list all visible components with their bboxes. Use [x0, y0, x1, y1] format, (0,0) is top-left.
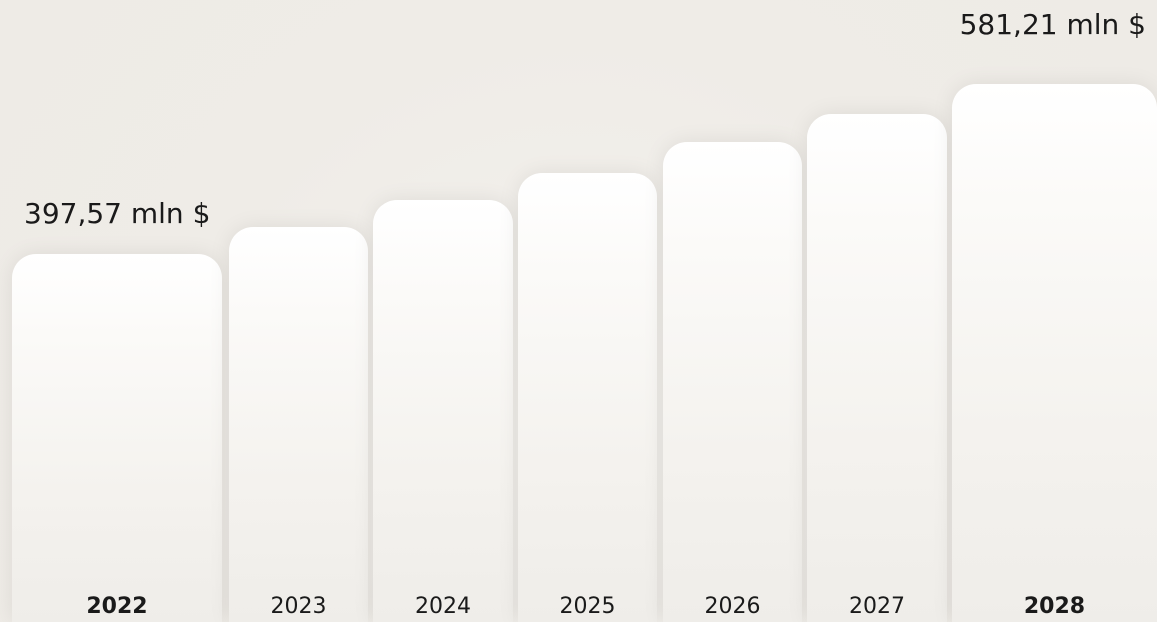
x-tick-2028: 2028 — [1023, 594, 1086, 619]
x-tick-2024: 2024 — [415, 594, 471, 619]
bar-2026 — [663, 142, 802, 622]
x-tick-2023: 2023 — [270, 594, 327, 619]
x-tick-2027: 2027 — [849, 594, 905, 619]
bar-2023 — [229, 227, 368, 622]
bar-2025 — [518, 173, 657, 622]
data-label-2028: 581,21 mln $ — [959, 8, 1146, 41]
x-tick-2025: 2025 — [559, 594, 616, 619]
bar-2024 — [373, 200, 513, 622]
bar-2028 — [952, 84, 1157, 622]
bar-2022 — [12, 254, 222, 622]
x-tick-2026: 2026 — [704, 594, 761, 619]
x-tick-2022: 2022 — [86, 594, 148, 619]
data-label-2022: 397,57 mln $ — [24, 197, 211, 230]
bar-2027 — [807, 114, 947, 622]
